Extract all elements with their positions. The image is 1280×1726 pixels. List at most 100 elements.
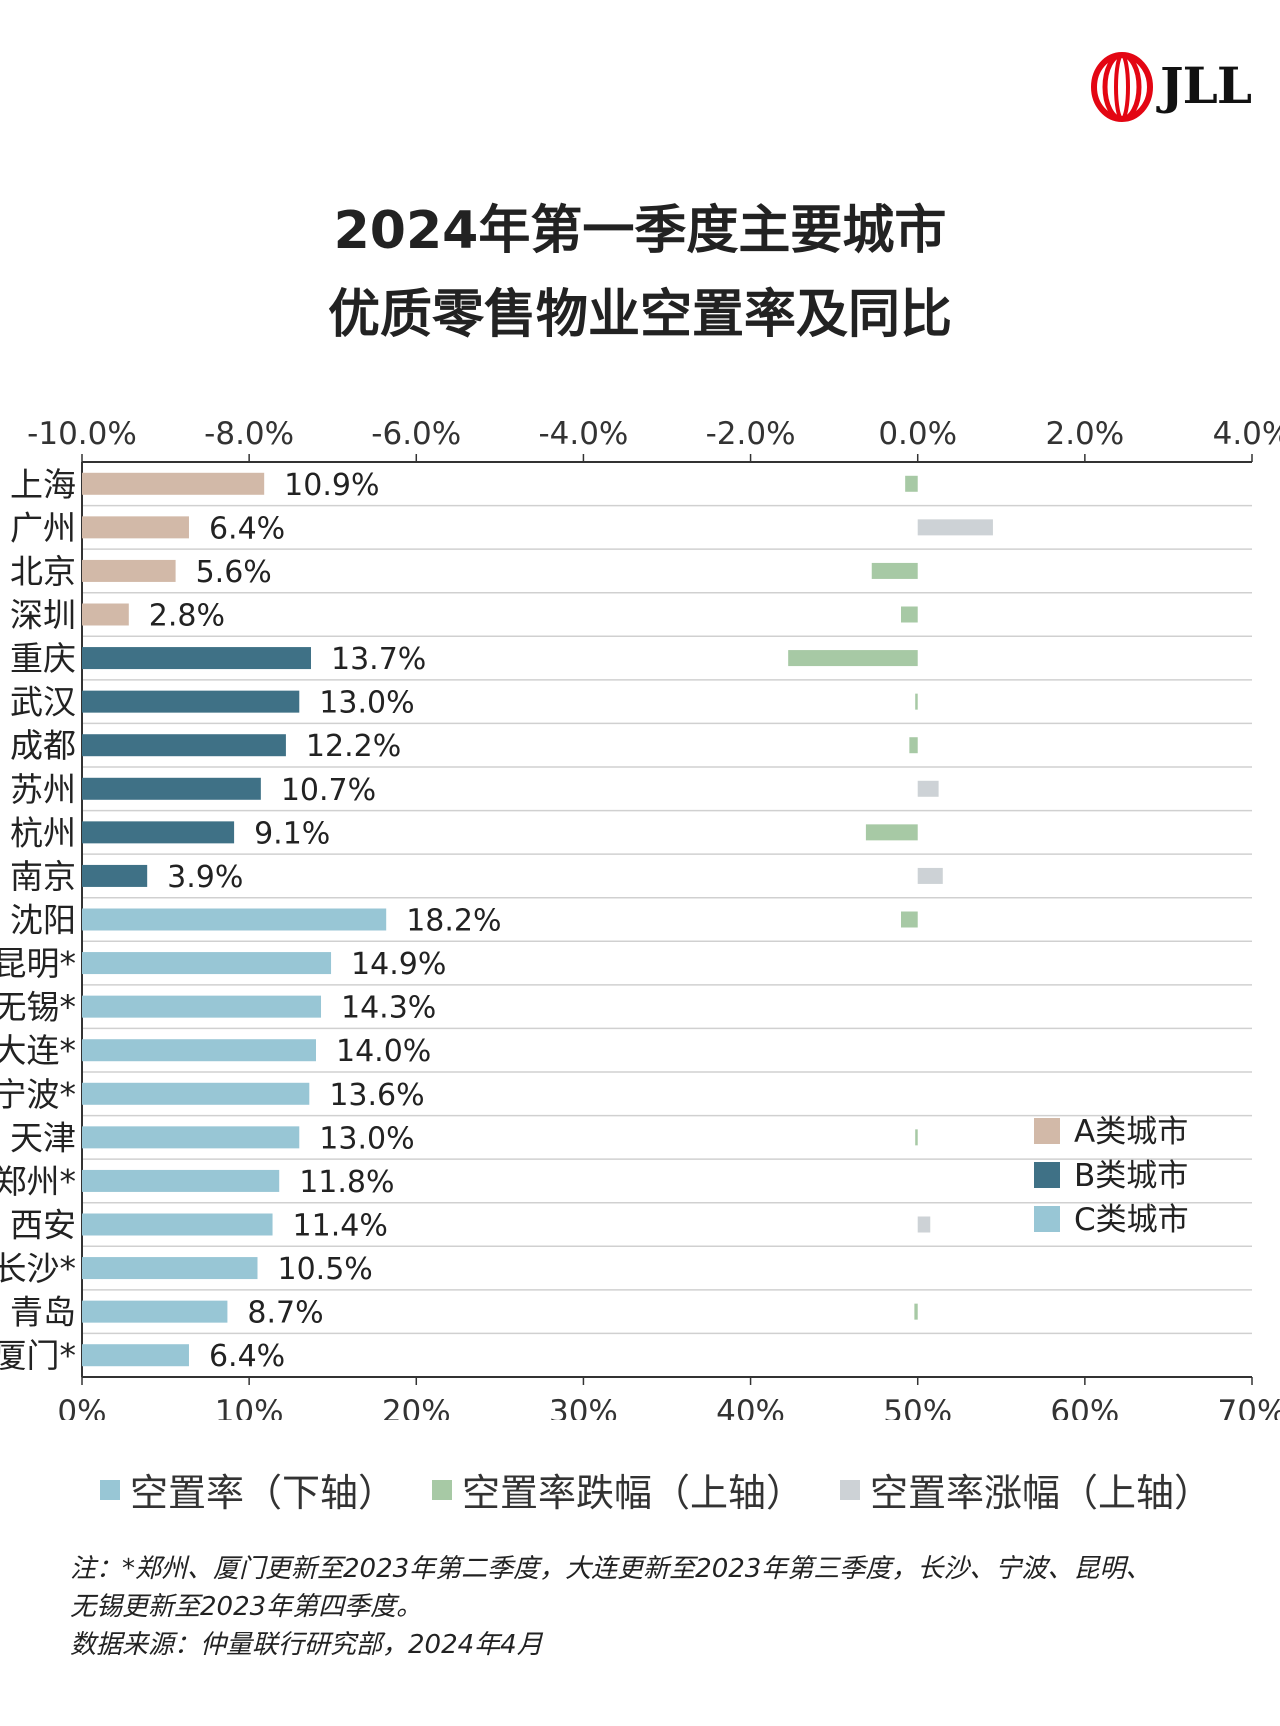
chart-title-line1: 2024年第一季度主要城市 (333, 201, 947, 261)
vacancy-bar (82, 1213, 273, 1236)
vacancy-bar (82, 908, 387, 931)
data-source: 数据来源：仲量联行研究部，2024年4月 (70, 1630, 543, 1660)
class-legend-label: B类城市 (1074, 1158, 1188, 1194)
category-label: 无锡* (0, 988, 76, 1027)
vacancy-bar (82, 1300, 228, 1323)
vacancy-bar (82, 1082, 310, 1105)
vacancy-bar (82, 690, 300, 713)
decrease-bar (871, 562, 918, 579)
vacancy-bar (82, 995, 322, 1018)
top-tick-label: -6.0% (371, 416, 461, 452)
jll-globe-icon (1091, 52, 1153, 122)
vacancy-data-label: 14.3% (341, 991, 436, 1026)
vacancy-bar (82, 647, 311, 670)
class-legend-swatch (1034, 1118, 1060, 1144)
decrease-bar (901, 606, 918, 623)
top-tick-label: -8.0% (204, 416, 294, 452)
category-label: 沈阳 (10, 901, 76, 940)
bottom-tick-label: 60% (1050, 1394, 1119, 1420)
top-tick-label: 2.0% (1045, 416, 1124, 452)
vacancy-bar (82, 1126, 300, 1149)
vacancy-data-label: 10.9% (284, 468, 379, 503)
class-legend-label: A类城市 (1074, 1114, 1188, 1150)
decrease-bar (915, 1129, 918, 1146)
category-label: 北京 (10, 552, 76, 591)
vacancy-data-label: 10.7% (281, 773, 376, 808)
vacancy-data-label: 9.1% (254, 816, 330, 851)
category-label: 西安 (10, 1206, 76, 1245)
legend-swatch-vacancy (100, 1479, 120, 1500)
category-label: 大连* (0, 1031, 76, 1070)
vacancy-bar (82, 1039, 316, 1062)
vacancy-bar (82, 734, 286, 757)
category-label: 深圳 (10, 596, 76, 635)
vacancy-data-label: 2.8% (149, 599, 225, 634)
jll-logo: JLL (1090, 52, 1252, 122)
bottom-tick-label: 10% (215, 1394, 284, 1420)
category-label: 郑州* (0, 1162, 76, 1201)
vacancy-data-label: 14.9% (351, 947, 446, 982)
chart-title-line2: 优质零售物业空置率及同比 (327, 285, 952, 345)
vacancy-bar (82, 1257, 258, 1280)
vacancy-data-label: 11.8% (299, 1165, 394, 1200)
vacancy-data-label: 5.6% (196, 555, 272, 590)
category-label: 广州 (10, 508, 76, 547)
decrease-bar (915, 693, 918, 710)
vacancy-bar (82, 472, 265, 495)
decrease-bar (914, 1303, 918, 1320)
legend-swatch-decrease (432, 1479, 453, 1500)
vacancy-bar (82, 559, 176, 582)
decrease-bar (905, 475, 918, 492)
legend-item-decrease: 空置率跌幅（上轴） (432, 1462, 804, 1517)
category-label: 武汉 (10, 683, 76, 722)
vacancy-data-label: 6.4% (209, 511, 285, 546)
class-legend-swatch (1034, 1206, 1060, 1232)
legend-label-decrease: 空置率跌幅（上轴） (462, 1471, 805, 1515)
legend-label-increase: 空置率涨幅（上轴） (870, 1471, 1213, 1515)
decrease-bar (901, 911, 918, 928)
vacancy-data-label: 12.2% (306, 729, 401, 764)
bottom-tick-label: 70% (1218, 1394, 1280, 1420)
bottom-tick-label: 20% (382, 1394, 451, 1420)
vacancy-data-label: 13.7% (331, 642, 426, 677)
vacancy-data-label: 18.2% (406, 904, 501, 939)
legend-label-vacancy: 空置率（下轴） (130, 1471, 397, 1515)
category-label: 昆明* (0, 944, 76, 983)
bottom-tick-label: 0% (57, 1394, 106, 1420)
vacancy-data-label: 13.0% (319, 686, 414, 721)
vacancy-bar (82, 603, 129, 626)
category-label: 杭州 (10, 813, 76, 852)
decrease-bar (865, 824, 918, 841)
increase-bar (917, 867, 943, 884)
vacancy-data-label: 6.4% (209, 1339, 285, 1374)
bottom-legend: 空置率（下轴） 空置率跌幅（上轴） 空置率涨幅（上轴） (100, 1462, 1248, 1517)
top-tick-label: -2.0% (706, 416, 796, 452)
bottom-tick-label: 40% (716, 1394, 785, 1420)
category-label: 厦门* (0, 1336, 76, 1375)
bottom-tick-label: 50% (883, 1394, 952, 1420)
vacancy-bar (82, 777, 261, 800)
vacancy-data-label: 13.6% (329, 1078, 424, 1113)
category-label: 重庆 (10, 639, 76, 678)
decrease-bar (788, 650, 918, 667)
vacancy-bar (82, 952, 332, 975)
vacancy-bar (82, 1169, 280, 1192)
category-label: 上海 (10, 465, 76, 504)
vacancy-bar (82, 1344, 189, 1367)
increase-bar (917, 1216, 931, 1233)
class-legend-label: C类城市 (1074, 1202, 1189, 1238)
legend-swatch-increase (840, 1479, 861, 1500)
vacancy-data-label: 8.7% (247, 1296, 323, 1331)
vacancy-data-label: 14.0% (336, 1034, 431, 1069)
top-tick-label: 0.0% (878, 416, 957, 452)
category-label: 南京 (10, 857, 76, 896)
vacancy-bar (82, 864, 148, 887)
note-line-1: 注：*郑州、厦门更新至2023年第二季度，大连更新至2023年第三季度，长沙、宁… (70, 1554, 1152, 1584)
category-label: 宁波* (0, 1075, 76, 1114)
vacancy-bar (82, 516, 189, 539)
vacancy-chart: -10.0% -8.0% -6.0% -4.0% -2.0% 0.0% 2.0% 4.0% 0%… (0, 416, 1280, 1420)
top-tick-label: 4.0% (1213, 416, 1280, 452)
vacancy-data-label: 13.0% (319, 1121, 414, 1156)
brand-name: JLL (1160, 56, 1252, 115)
increase-bar (917, 519, 993, 536)
